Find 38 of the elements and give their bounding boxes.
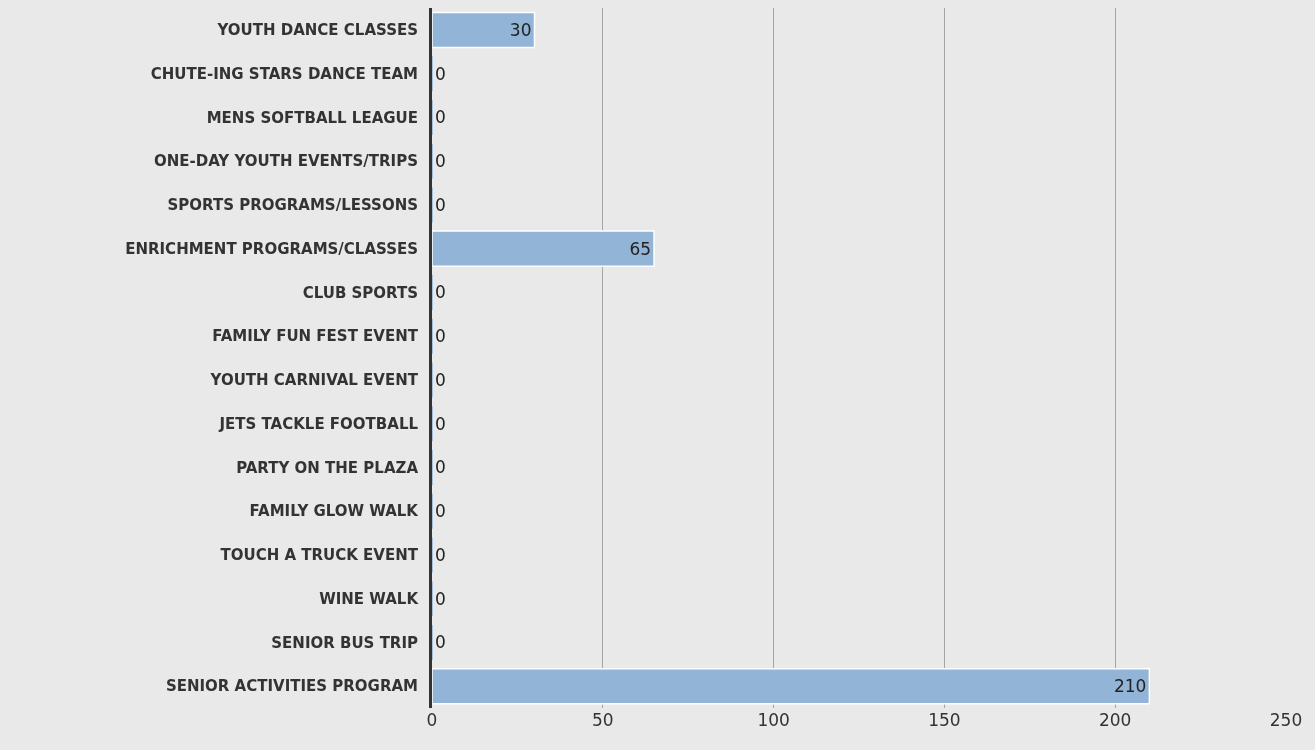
x-tick-label: 150 [928, 710, 961, 730]
data-label: 0 [435, 63, 446, 84]
y-tick-label: SENIOR ACTIVITIES PROGRAM [165, 677, 418, 696]
data-label: 0 [435, 544, 446, 565]
x-tick-label: 200 [1098, 710, 1132, 730]
data-label: 65 [629, 238, 652, 259]
y-tick-label: MENS SOFTBALL LEAGUE [206, 108, 418, 127]
y-tick-label: TOUCH A TRUCK EVENT [220, 546, 419, 565]
data-label: 0 [435, 194, 446, 215]
data-label: 0 [435, 501, 446, 522]
data-label: 0 [435, 107, 446, 128]
data-label: 0 [435, 326, 446, 347]
y-tick-label: WINE WALK [319, 589, 420, 608]
y-tick-label: YOUTH DANCE CLASSES [216, 21, 418, 40]
data-label: 0 [435, 632, 446, 653]
y-tick-label: FAMILY GLOW WALK [249, 502, 420, 521]
y-tick-label: JETS TACKLE FOOTBALL [218, 414, 419, 433]
y-tick-label: CHUTE-ING STARS DANCE TEAM [150, 64, 418, 83]
x-tick-label: 0 [426, 710, 438, 730]
x-tick-label: 50 [591, 710, 614, 730]
y-tick-label: ONE-DAY YOUTH EVENTS/TRIPS [153, 152, 418, 171]
data-label: 0 [435, 151, 446, 172]
data-label: 0 [435, 282, 446, 303]
x-tick-label: 250 [1269, 710, 1303, 730]
data-label: 0 [435, 369, 446, 390]
y-tick-label: FAMILY FUN FEST EVENT [212, 327, 419, 346]
data-label: 30 [509, 19, 532, 40]
y-tick-label: SPORTS PROGRAMS/LESSONS [167, 196, 418, 215]
data-label: 0 [435, 457, 446, 478]
y-tick-label: YOUTH CARNIVAL EVENT [209, 371, 419, 390]
data-label: 0 [435, 413, 446, 434]
data-label: 0 [435, 588, 446, 609]
x-tick-label: 100 [757, 710, 790, 730]
y-tick-label: ENRICHMENT PROGRAMS/CLASSES [125, 239, 418, 258]
data-label: 210 [1113, 676, 1147, 697]
y-tick-label: SENIOR BUS TRIP [271, 633, 418, 652]
y-tick-label: PARTY ON THE PLAZA [236, 458, 419, 477]
y-tick-label: CLUB SPORTS [302, 283, 418, 302]
